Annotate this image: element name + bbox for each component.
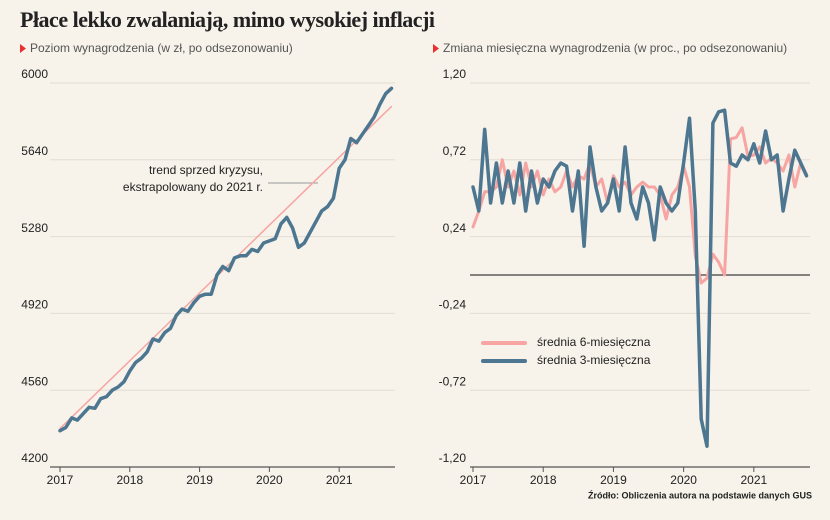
subtitle: Zmiana miesięczna wynagrodzenia (w proc.… <box>443 41 787 55</box>
y-tick-label: 0,72 <box>443 144 467 158</box>
y-tick-label: 1,20 <box>443 67 467 81</box>
y-tick-label: 4560 <box>21 374 48 388</box>
x-tick-label: 2017 <box>47 473 74 487</box>
source: Źródło: Obliczenia autora na podstawie d… <box>588 490 812 500</box>
legend-label: średnia 3-miesięczna <box>537 353 651 367</box>
y-tick-label: 6000 <box>21 67 48 81</box>
y-tick-label: 0,24 <box>443 221 467 235</box>
x-tick-label: 2019 <box>186 473 213 487</box>
x-tick-label: 2020 <box>256 473 283 487</box>
y-tick-label: -1,20 <box>439 451 467 465</box>
annotation: ekstrapolowany do 2021 r. <box>123 180 263 194</box>
x-tick-label: 2018 <box>116 473 143 487</box>
x-tick-label: 2020 <box>670 473 697 487</box>
y-tick-label: 4200 <box>21 451 48 465</box>
line <box>58 86 394 433</box>
legend-label: średnia 6-miesięczna <box>537 335 651 349</box>
x-tick-label: 2021 <box>326 473 353 487</box>
x-tick-label: 2017 <box>460 473 487 487</box>
y-tick-label: 4920 <box>21 298 48 312</box>
y-tick-label: 5640 <box>21 144 48 158</box>
x-tick-label: 2019 <box>600 473 627 487</box>
x-tick-label: 2021 <box>740 473 767 487</box>
annotation: trend sprzed kryzysu, <box>149 163 263 177</box>
y-tick-label: -0,24 <box>439 298 467 312</box>
y-tick-label: -0,72 <box>439 374 467 388</box>
subtitle: Poziom wynagrodzenia (w zł, po odsezonow… <box>30 41 293 55</box>
marker <box>433 44 439 53</box>
page-title: Płace lekko zwalaniają, mimo wysokiej in… <box>20 7 435 32</box>
line <box>471 108 809 448</box>
y-tick-label: 5280 <box>21 221 48 235</box>
marker <box>20 44 26 53</box>
x-tick-label: 2018 <box>530 473 557 487</box>
